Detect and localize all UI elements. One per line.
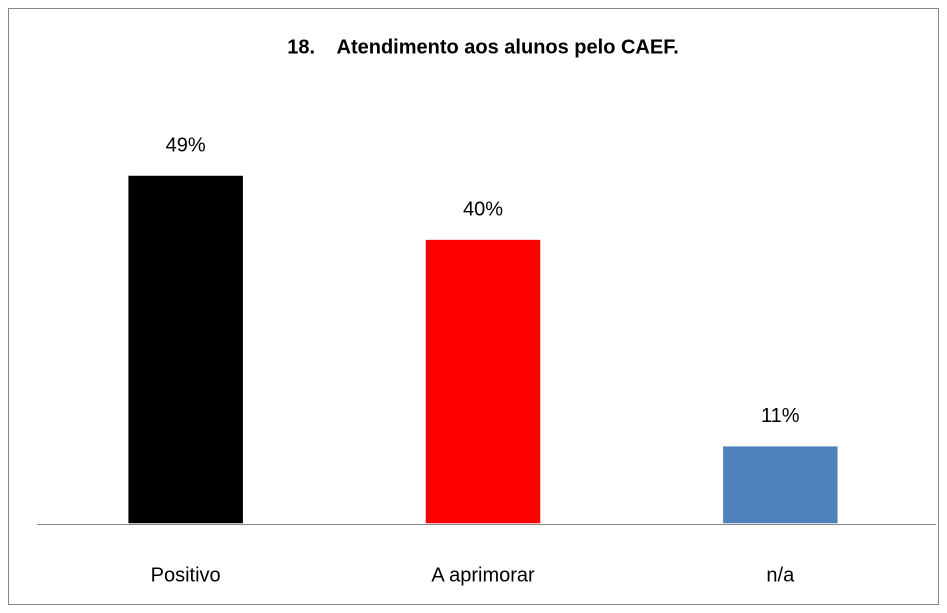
chart-title: 18. Atendimento aos alunos pelo CAEF. — [287, 36, 679, 58]
value-label: 49% — [166, 134, 206, 156]
value-label: 40% — [463, 198, 503, 220]
bar — [424, 238, 542, 525]
value-label: 11% — [761, 405, 800, 427]
x-tick-label: Positivo — [151, 564, 221, 586]
x-tick-label: n/a — [766, 564, 795, 586]
x-tick-label: A aprimorar — [431, 564, 535, 586]
bar — [126, 174, 245, 525]
bar — [721, 444, 840, 525]
